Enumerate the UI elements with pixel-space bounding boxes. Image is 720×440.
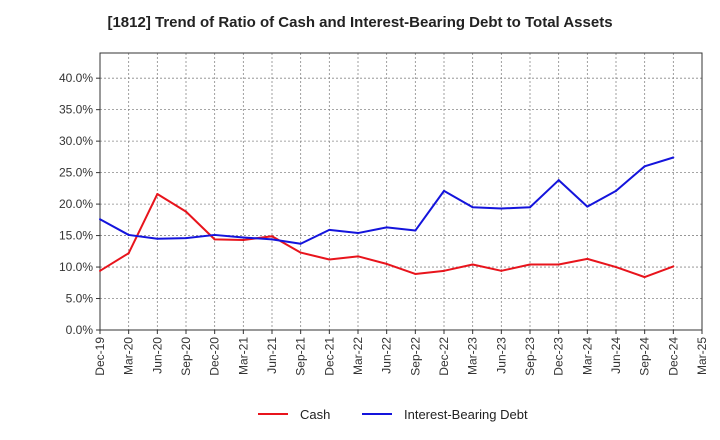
data-point xyxy=(586,205,589,208)
legend: Cash Interest-Bearing Debt xyxy=(258,407,528,422)
x-tick-label: Dec-22 xyxy=(437,337,451,376)
data-point xyxy=(185,237,187,240)
x-tick-label: Sep-21 xyxy=(294,337,308,376)
data-point xyxy=(299,251,302,254)
data-point xyxy=(185,210,187,213)
x-tick-label: Jun-22 xyxy=(380,337,394,374)
x-tick-label: Dec-21 xyxy=(322,337,336,376)
legend-label: Cash xyxy=(300,407,330,422)
data-point xyxy=(500,207,503,210)
data-point xyxy=(357,232,359,235)
data-point xyxy=(529,206,531,209)
x-tick-label: Sep-23 xyxy=(523,337,537,376)
data-point xyxy=(156,193,159,196)
y-tick-label: 10.0% xyxy=(59,260,93,274)
data-point xyxy=(443,269,445,272)
data-point xyxy=(213,233,216,236)
data-point xyxy=(242,236,245,239)
x-tick-label: Mar-22 xyxy=(351,337,365,375)
x-tick-label: Dec-24 xyxy=(666,337,680,376)
y-tick-label: 30.0% xyxy=(59,134,93,148)
y-tick-label: 35.0% xyxy=(59,103,93,117)
data-point xyxy=(557,263,560,266)
x-tick-label: Mar-25 xyxy=(695,337,709,375)
data-point xyxy=(443,189,445,192)
x-tick-label: Sep-22 xyxy=(408,337,422,376)
x-tick-label: Dec-19 xyxy=(93,337,107,376)
x-tick-label: Jun-21 xyxy=(265,337,279,374)
x-tick-label: Dec-23 xyxy=(552,337,566,376)
data-point xyxy=(615,189,617,192)
data-point xyxy=(414,229,417,232)
data-point xyxy=(271,235,273,238)
series-layer xyxy=(99,156,675,279)
data-point xyxy=(357,255,359,258)
data-point xyxy=(500,269,503,272)
data-point xyxy=(156,237,159,240)
x-tick-label: Jun-24 xyxy=(609,337,623,374)
data-point xyxy=(271,238,273,241)
y-axis: 0.0% 5.0% 10.0% 15.0% 20.0% 25.0% 30.0% 35.0% 40… xyxy=(59,71,100,337)
y-tick-label: 20.0% xyxy=(59,197,93,211)
legend-label: Interest-Bearing Debt xyxy=(404,407,528,422)
data-point xyxy=(385,262,388,265)
data-point xyxy=(643,165,646,168)
data-point xyxy=(529,263,531,266)
data-point xyxy=(471,206,474,209)
data-point xyxy=(99,218,101,221)
y-tick-label: 0.0% xyxy=(66,323,94,337)
y-tick-label: 15.0% xyxy=(59,229,93,243)
x-tick-label: Mar-24 xyxy=(580,337,594,375)
data-point xyxy=(385,226,388,229)
grid xyxy=(100,53,702,330)
data-point xyxy=(127,252,130,255)
x-tick-label: Dec-20 xyxy=(208,337,222,376)
y-tick-label: 25.0% xyxy=(59,166,93,180)
x-tick-label: Mar-23 xyxy=(466,337,480,375)
data-point xyxy=(643,276,646,279)
x-tick-label: Jun-20 xyxy=(150,337,164,374)
data-point xyxy=(213,238,216,241)
data-point xyxy=(586,257,589,260)
data-point xyxy=(615,266,617,269)
data-point xyxy=(328,228,331,231)
x-tick-label: Jun-23 xyxy=(494,337,508,374)
data-point xyxy=(328,258,331,261)
x-tick-label: Mar-20 xyxy=(122,337,136,375)
chart-title: [1812] Trend of Ratio of Cash and Intere… xyxy=(107,14,613,31)
x-tick-label: Sep-24 xyxy=(638,337,652,376)
data-point xyxy=(242,238,245,241)
x-tick-label: Mar-21 xyxy=(236,337,250,375)
plot-area xyxy=(99,52,703,331)
data-point xyxy=(414,272,417,275)
data-point xyxy=(672,156,675,159)
data-point xyxy=(99,269,101,272)
x-axis: Dec-19 Mar-20 Jun-20 Sep-20 Dec-20 Mar-21 Jun-… xyxy=(93,330,709,376)
y-tick-label: 40.0% xyxy=(59,71,93,85)
data-point xyxy=(299,242,302,245)
data-point xyxy=(672,265,675,268)
data-point xyxy=(127,233,130,236)
data-point xyxy=(557,179,560,182)
y-tick-label: 5.0% xyxy=(66,292,94,306)
x-tick-label: Sep-20 xyxy=(179,337,193,376)
data-point xyxy=(471,263,474,266)
